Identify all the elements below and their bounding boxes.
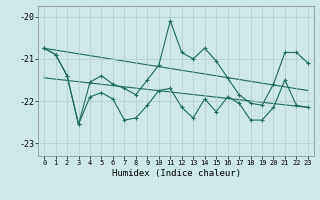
X-axis label: Humidex (Indice chaleur): Humidex (Indice chaleur) — [111, 169, 241, 178]
